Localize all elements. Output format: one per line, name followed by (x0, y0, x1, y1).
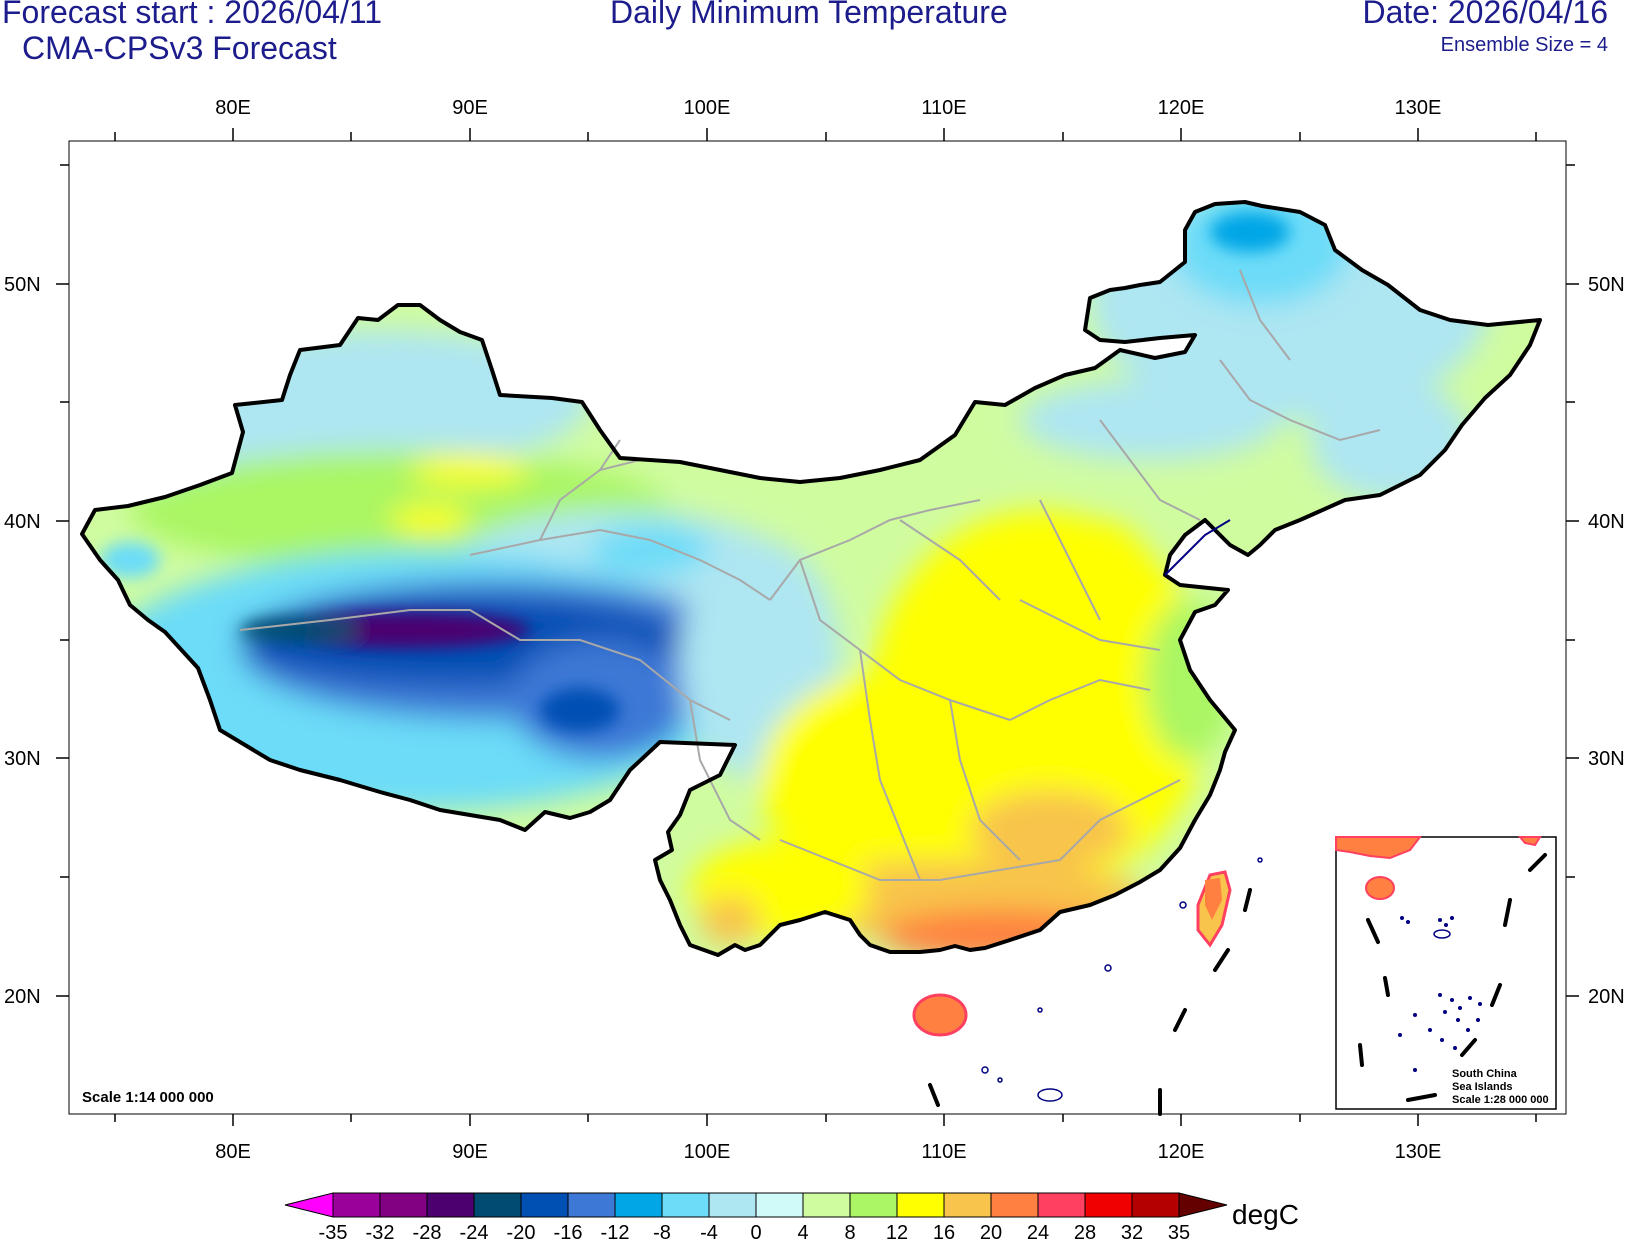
lat-label-left-20n: 20N (4, 986, 41, 1008)
colorbar-swatch (708, 1192, 757, 1218)
colorbar-swatch (520, 1192, 569, 1218)
lon-label-top-130e: 130E (1395, 97, 1442, 119)
lon-label-bottom-100e: 100E (684, 1141, 731, 1163)
lat-label-left-30n: 30N (4, 748, 41, 770)
main-scale-label: Scale 1:14 000 000 (82, 1089, 214, 1106)
lon-label-top-100e: 100E (684, 97, 731, 119)
colorbar-tick-label: -8 (653, 1222, 671, 1241)
colorbar-tick-label: 16 (933, 1222, 955, 1241)
lat-label-right-50n: 50N (1588, 274, 1625, 296)
colorbar-swatch (661, 1192, 710, 1218)
province-borders (239, 269, 1381, 881)
colorbar-swatch (849, 1192, 898, 1218)
south-china-sea-inset: South China Sea Islands Scale 1:28 000 0… (1335, 836, 1557, 1110)
colorbar-tick-label: -35 (319, 1222, 348, 1241)
colorbar-tick-label: 0 (750, 1222, 761, 1241)
colorbar-swatch (990, 1192, 1039, 1218)
colorbar-swatch (473, 1192, 522, 1218)
colorbar-tick-label: 8 (844, 1222, 855, 1241)
dashed-boundary (928, 888, 1252, 1116)
colorbar-tick-label: -28 (413, 1222, 442, 1241)
lon-label-top-80e: 80E (215, 97, 251, 119)
colorbar-swatch (567, 1192, 616, 1218)
colorbar-over-arrow (1178, 1192, 1228, 1218)
lon-label-top-120e: 120E (1158, 97, 1205, 119)
colorbar-tick-label: -16 (554, 1222, 583, 1241)
lat-label-left-40n: 40N (4, 511, 41, 533)
colorbar-tick-label: -4 (700, 1222, 718, 1241)
lon-label-top-90e: 90E (452, 97, 488, 119)
colorbar-tick-label: 32 (1121, 1222, 1143, 1241)
colorbar-swatch (426, 1192, 475, 1218)
small-islands (981, 857, 1263, 1102)
lon-label-bottom-110e: 110E (921, 1141, 966, 1163)
lon-label-bottom-80e: 80E (215, 1141, 251, 1163)
lon-ticks (114, 128, 1537, 1126)
colorbar-tick-label: -32 (366, 1222, 395, 1241)
inset-label-line-3: Scale 1:28 000 000 (1452, 1094, 1549, 1106)
colorbar-tick-label: -12 (601, 1222, 630, 1241)
colorbar-unit: degC (1232, 1199, 1299, 1230)
colorbar-tick-label: -24 (460, 1222, 489, 1241)
lat-label-right-30n: 30N (1588, 748, 1625, 770)
colorbar-swatch (802, 1192, 851, 1218)
colorbar-tick-label: 35 (1168, 1222, 1190, 1241)
colorbar-under-arrow (284, 1192, 334, 1218)
colorbar-swatch (332, 1192, 381, 1218)
forecast-start-label: Forecast start : 2026/04/11 (2, 0, 383, 30)
colorbar-tick-label: 24 (1027, 1222, 1049, 1241)
colorbar-swatch (755, 1192, 804, 1218)
lat-label-right-40n: 40N (1588, 511, 1625, 533)
colorbar-tick-label: 12 (886, 1222, 908, 1241)
ensemble-size-label: Ensemble Size = 4 (1440, 34, 1608, 56)
hainan-island (912, 993, 968, 1037)
colorbar-tick-label: -20 (507, 1222, 536, 1241)
colorbar-swatch (1084, 1192, 1133, 1218)
inset-label-line-1: South China (1452, 1068, 1518, 1080)
colorbar-swatch (943, 1192, 992, 1218)
colorbar-tick-label: 20 (980, 1222, 1002, 1241)
lat-label-right-20n: 20N (1588, 986, 1625, 1008)
map-title: Daily Minimum Temperature (610, 0, 1008, 30)
colorbar-tick-label: 4 (797, 1222, 808, 1241)
colorbar-swatch (614, 1192, 663, 1218)
colorbar-swatch (896, 1192, 945, 1218)
colorbar-swatch (1131, 1192, 1180, 1218)
lat-ticks (56, 164, 1579, 997)
inset-label-line-2: Sea Islands (1452, 1081, 1513, 1093)
valid-date-label: Date: 2026/04/16 (1362, 0, 1608, 30)
model-label: CMA-CPSv3 Forecast (22, 30, 337, 66)
colorbar-swatch (1037, 1192, 1086, 1218)
lon-label-bottom-120e: 120E (1158, 1141, 1205, 1163)
colorbar-swatch (379, 1192, 428, 1218)
lon-label-bottom-90e: 90E (452, 1141, 488, 1163)
lat-label-left-50n: 50N (4, 274, 41, 296)
colorbar: -35 -32 -28 -24 -20 -16 -12 -8 -4 0 4 8 12 16 20 24 28 32… (284, 1192, 1228, 1241)
lon-label-bottom-130e: 130E (1395, 1141, 1442, 1163)
colorbar-tick-label: 28 (1074, 1222, 1096, 1241)
lon-label-top-110e: 110E (921, 97, 966, 119)
